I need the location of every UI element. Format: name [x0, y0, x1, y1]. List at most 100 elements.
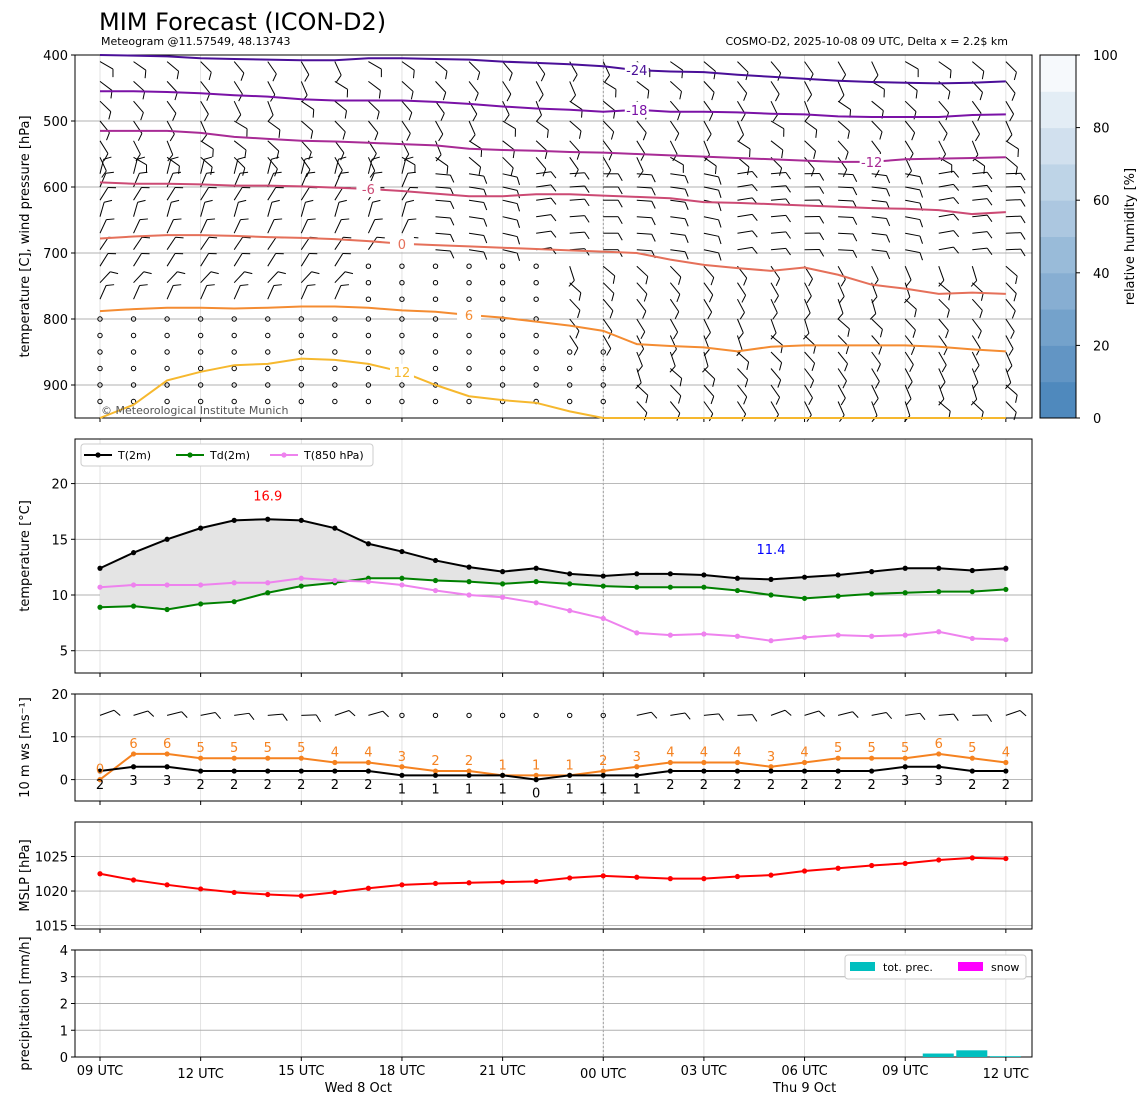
wind-barb [771, 709, 791, 722]
wind-barb [201, 712, 221, 722]
wind-barb [800, 141, 819, 159]
data-point [970, 768, 975, 773]
wind-barb [702, 217, 722, 228]
data-point [668, 760, 673, 765]
calm-circle [165, 350, 169, 354]
wind-barb [195, 81, 212, 100]
wind-barb [899, 352, 915, 372]
gust-value-label: 1 [498, 758, 506, 773]
data-point [97, 605, 102, 610]
wind-barb [134, 269, 152, 288]
gust-value-label: 6 [129, 737, 137, 752]
wind-barb [968, 157, 988, 174]
wind-barb [598, 299, 616, 318]
wind-barb [699, 266, 717, 285]
wind-barb [564, 319, 581, 338]
data-point [500, 581, 505, 586]
gust-value-label: 4 [364, 745, 372, 760]
data-point [668, 633, 673, 638]
data-point [634, 764, 639, 769]
upper-air-ylabel: temperature [C], wind pressure [hPa] [18, 115, 33, 357]
data-point [836, 866, 841, 871]
wind-barb [766, 352, 784, 370]
gust-value-label: 2 [599, 754, 607, 769]
wind-barb [800, 121, 819, 138]
wind-barb [731, 121, 745, 141]
calm-circle [534, 713, 538, 717]
wind-barb [496, 101, 511, 121]
wind-barb [935, 157, 955, 173]
wind-barb [398, 157, 418, 173]
wind-barb [1006, 233, 1025, 241]
wind-barb [465, 157, 484, 175]
wind-barb [631, 336, 646, 356]
wind-barb [631, 319, 647, 339]
wind-barb [130, 62, 150, 79]
wind-barb [234, 282, 248, 302]
wind-barb [297, 101, 317, 117]
wind-barb [933, 319, 951, 338]
data-point [701, 876, 706, 881]
wind-barb [100, 282, 114, 302]
wind-value-label: 1 [566, 782, 574, 797]
wind-barb [838, 174, 857, 182]
gust-value-label: 4 [666, 745, 674, 760]
wind-barb [667, 157, 687, 173]
wind-barb [933, 336, 950, 356]
wind-barb [563, 81, 577, 101]
wind-barb [335, 234, 351, 254]
wind-barb [737, 214, 757, 224]
data-point [165, 764, 170, 769]
wind-barb [1001, 157, 1020, 175]
wind-barb [832, 385, 847, 405]
wind-barb [636, 200, 655, 208]
data-point [332, 768, 337, 773]
wind-barb [1006, 200, 1025, 208]
data-point [634, 773, 639, 778]
wind-barb [933, 121, 949, 141]
calm-circle [433, 366, 437, 370]
wind-barb [301, 198, 313, 218]
calm-circle [433, 713, 437, 717]
wind-barb [128, 101, 146, 120]
wind-barb [530, 101, 543, 121]
data-point [1003, 637, 1008, 642]
wind-barb [570, 215, 589, 223]
wind-value-label: 2 [868, 778, 876, 793]
wind-barb [464, 81, 481, 100]
data-point [701, 631, 706, 636]
calm-circle [433, 281, 437, 285]
y-tick-label: 10 [51, 589, 68, 604]
wind-barb [865, 385, 880, 405]
wind-barb [296, 141, 314, 160]
precip-bar [956, 1050, 987, 1057]
wind-barb [1000, 336, 1015, 356]
calm-circle [467, 350, 471, 354]
wind-barb [670, 712, 690, 722]
data-point [466, 579, 471, 584]
wind-barb [603, 217, 622, 224]
wind-barb [666, 369, 685, 387]
wind-barb [1000, 81, 1017, 100]
wind-barb [967, 319, 984, 338]
wind-barb [96, 81, 115, 98]
wind-barb [771, 248, 791, 257]
wind-value-label: 1 [398, 782, 406, 797]
time-tick-label: 09 UTC [882, 1064, 928, 1079]
day-label: Thu 9 Oct [772, 1081, 836, 1096]
data-point [970, 756, 975, 761]
calm-circle [467, 281, 471, 285]
wind-barb [228, 101, 243, 121]
wind-barb [536, 198, 556, 208]
wind-barb [402, 198, 414, 218]
wind-barb [565, 283, 584, 301]
time-tick-label: 15 UTC [278, 1064, 324, 1079]
wind-barb [665, 299, 681, 319]
wind-barb [798, 81, 813, 101]
calm-circle [366, 350, 370, 354]
data-point [534, 879, 539, 884]
data-point [869, 768, 874, 773]
wind-barb [832, 62, 848, 82]
time-tick-label: 09 UTC [77, 1064, 123, 1079]
wind-barb [195, 101, 211, 121]
